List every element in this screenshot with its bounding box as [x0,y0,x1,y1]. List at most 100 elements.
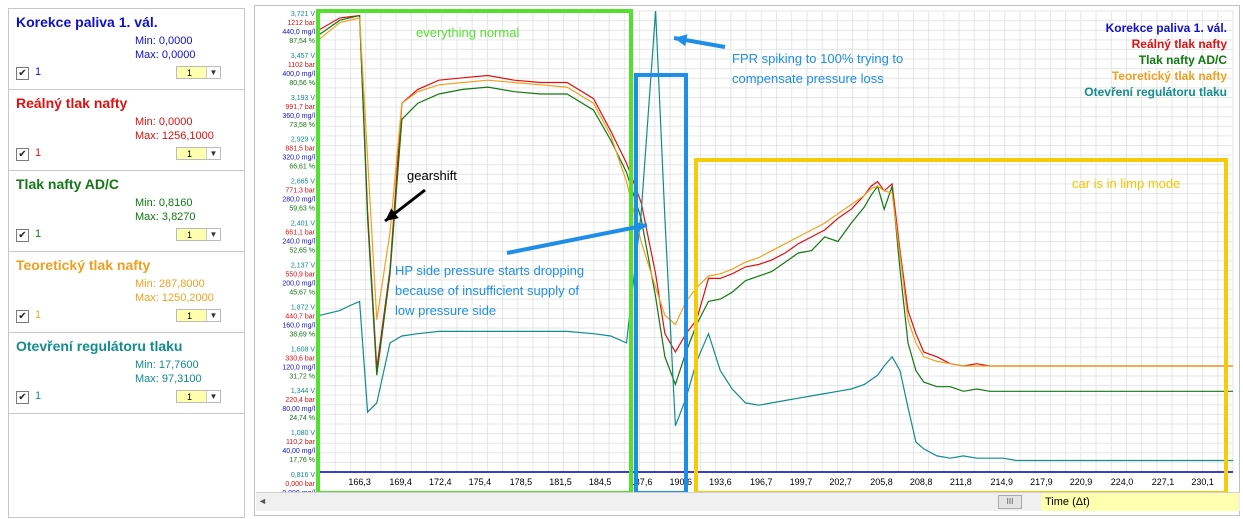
y-axis-label: 52,65 % [289,248,315,255]
channel-checkbox[interactable]: ✔ [16,391,29,404]
x-tick-label: 169,4 [389,477,412,487]
x-tick-label: 181,5 [549,477,572,487]
x-tick-label: 208,8 [910,477,933,487]
channel-select[interactable]: 1 ▼ [176,147,221,160]
legend: Korekce paliva 1. vál. Reálný tlak nafty T… [1084,21,1227,99]
horizontal-scrollbar[interactable]: ◄ III Time (Δt) [256,492,1240,511]
hp-pressure-arrow-head [633,221,647,234]
x-tick-label: 220,9 [1070,477,1093,487]
y-axis-label: 1,080 V [291,430,315,437]
channel-min: Min: 0,0000 [135,35,193,47]
channel-check-label: 1 [35,228,42,240]
channel-select[interactable]: 1 ▼ [176,66,221,79]
chevron-down-icon[interactable]: ▼ [206,310,220,321]
channel-section: Korekce paliva 1. vál. Min: 0,0000 Max: 0,… [9,9,244,90]
channel-section: Otevření regulátoru tlaku Min: 17,7600 Max… [9,333,244,414]
y-axis-label: 881,5 bar [285,146,315,153]
channel-check-label: 1 [35,66,42,78]
y-axis-label: 1,344 V [291,388,315,395]
channel-select[interactable]: 1 ▼ [176,390,221,403]
gearshift-arrow-head [385,208,399,221]
x-tick-labels: 166,3 169,4 172,4 175,4 178,5 181,5 184,5 187,6… [348,477,1214,487]
channel-sidebar: Korekce paliva 1. vál. Min: 0,0000 Max: 0,… [8,8,245,518]
chevron-down-icon[interactable]: ▼ [206,148,220,159]
select-value: 1 [187,149,193,159]
select-value: 1 [187,311,193,321]
y-axis-label: 80,00 mg/l [282,406,315,413]
channel-select[interactable]: 1 ▼ [176,309,221,322]
y-axis-label: 3,457 V [291,53,315,60]
x-tick-label: 230,1 [1191,477,1214,487]
annotation-text: car is in limp mode [1072,176,1180,191]
x-tick-label: 175,4 [469,477,492,487]
y-axis-label: 2,401 V [291,221,315,228]
series-lines [319,10,1233,473]
x-tick-label: 184,5 [589,477,612,487]
annotation-text: FPR spiking to 100% trying to [732,51,903,66]
y-axis-label: 24,74 % [289,415,315,422]
channel-checkbox[interactable]: ✔ [16,148,29,161]
channel-select[interactable]: 1 ▼ [176,228,221,241]
y-axis-label: 2,665 V [291,179,315,186]
y-axis-label: 40,00 mg/l [282,448,315,455]
grid-lines [319,10,1234,473]
annotations: everything normal gearshift FPR spiking to… [384,25,1180,318]
y-axis-label: 110,2 bar [286,439,316,446]
y-axis-labels: 3,721 V 1212 bar 440,0 mg/l 87,54 % 3,457 V 1… [282,11,315,497]
y-axis-label: 2,137 V [291,262,315,269]
chart-frame: 166,3 169,4 172,4 175,4 178,5 181,5 184,5 187,6… [254,5,1240,516]
scroll-thumb[interactable]: III [998,495,1022,509]
channel-max: Max: 3,8270 [135,211,196,223]
y-axis-label: 38,69 % [289,331,315,338]
channel-min: Min: 17,7600 [135,359,199,371]
x-tick-label: 217,9 [1030,477,1053,487]
channel-checkbox[interactable]: ✔ [16,229,29,242]
channel-checkbox[interactable]: ✔ [16,67,29,80]
channel-check-label: 1 [35,309,42,321]
channel-check-label: 1 [35,147,42,159]
chevron-down-icon[interactable]: ▼ [206,229,220,240]
channel-section: Teoretický tlak nafty Min: 287,8000 Max: 1… [9,252,244,333]
y-axis-label: 440,0 mg/l [282,29,315,36]
hp-pressure-arrow-shaft [506,223,648,255]
x-tick-label: 211,8 [950,477,972,487]
y-axis-label: 59,63 % [289,206,315,213]
y-axis-label: 87,54 % [289,38,315,45]
y-axis-label: 73,58 % [289,122,315,129]
y-axis-label: 1212 bar [287,20,315,27]
x-tick-label: 214,9 [991,477,1014,487]
y-axis-label: 66,61 % [289,164,315,171]
channel-max: Max: 1250,2000 [135,292,214,304]
y-axis-label: 440,7 bar [285,313,315,320]
annotation-text: HP side pressure starts dropping [395,263,584,278]
channel-max: Max: 0,0000 [135,49,196,61]
chevron-down-icon[interactable]: ▼ [206,391,220,402]
scroll-left-icon[interactable]: ◄ [258,496,267,506]
channel-title: Korekce paliva 1. vál. [16,14,158,30]
x-tick-label: 196,7 [750,477,773,487]
y-axis-label: 991,7 bar [285,104,315,111]
series-line [319,10,1233,462]
annotation-text: compensate pressure loss [732,71,884,86]
channel-checkbox[interactable]: ✔ [16,310,29,323]
fpr-arrow-head [674,34,688,47]
legend-entry: Otevření regulátoru tlaku [1084,85,1227,99]
chevron-down-icon[interactable]: ▼ [206,67,220,78]
channel-min: Min: 0,8160 [135,197,193,209]
annotation-text: gearshift [407,168,457,183]
series-line [319,17,1233,367]
legend-entry: Korekce paliva 1. vál. [1106,21,1227,35]
x-tick-label: 187,6 [630,477,653,487]
y-axis-label: 0,000 bar [285,481,315,488]
x-tick-label: 202,7 [829,477,852,487]
x-tick-label: 205,8 [870,477,893,487]
y-axis-label: 1102 bar [288,62,316,69]
legend-entry: Reálný tlak nafty [1132,37,1228,51]
y-axis-label: 320,0 mg/l [282,155,315,162]
y-axis-label: 80,56 % [289,80,315,87]
channel-max: Max: 1256,1000 [135,130,214,142]
time-axis-selector[interactable]: Time (Δt) [1041,493,1238,511]
x-tick-label: 178,5 [510,477,533,487]
y-axis-label: 1,608 V [291,346,315,353]
y-axis-label: 771,3 bar [285,188,315,195]
